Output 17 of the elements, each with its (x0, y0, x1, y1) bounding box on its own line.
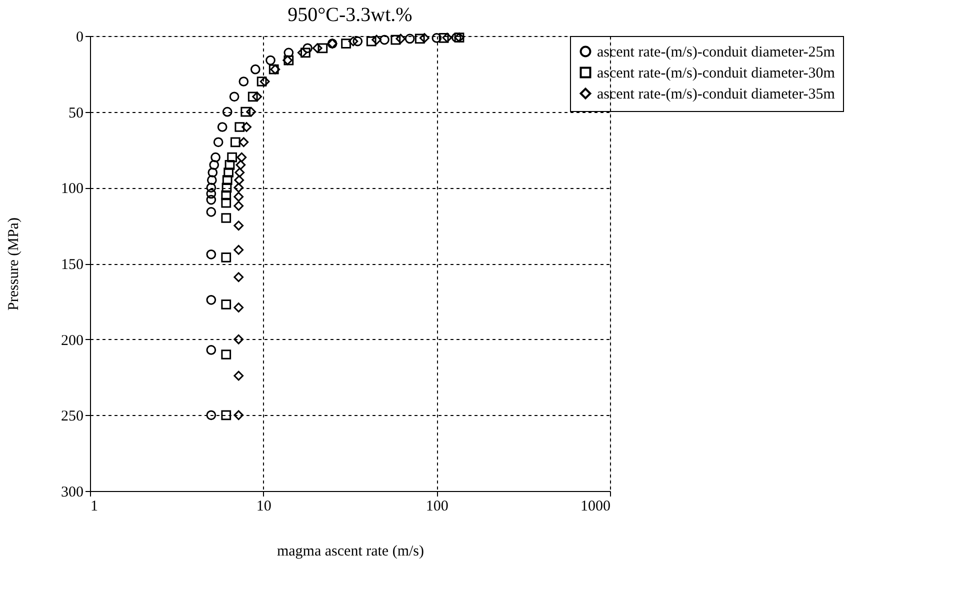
legend-label: ascent rate-(m/s)-conduit diameter-35m (597, 86, 836, 102)
chart-title: 950°C-3.3wt.% (288, 4, 412, 26)
x-tick-label: 1000 (580, 498, 610, 514)
y-tick-label: 200 (61, 332, 84, 349)
x-tick-label: 100 (426, 498, 448, 514)
x-tick-label: 1 (90, 498, 98, 514)
y-tick-label: 300 (61, 484, 84, 500)
x-axis-title: magma ascent rate (m/s) (276, 544, 424, 560)
y-tick-label: 0 (76, 30, 84, 46)
x-tick-label: 10 (256, 498, 272, 514)
y-tick-label: 50 (68, 105, 84, 122)
y-tick-label: 150 (61, 257, 84, 273)
y-tick-label: 100 (61, 181, 84, 198)
legend-label: ascent rate-(m/s)-conduit diameter-30m (597, 66, 836, 82)
y-axis-title: Pressure (MPa) (6, 218, 22, 310)
legend-label: ascent rate-(m/s)-conduit diameter-25m (597, 44, 836, 60)
y-tick-label: 250 (61, 408, 84, 425)
